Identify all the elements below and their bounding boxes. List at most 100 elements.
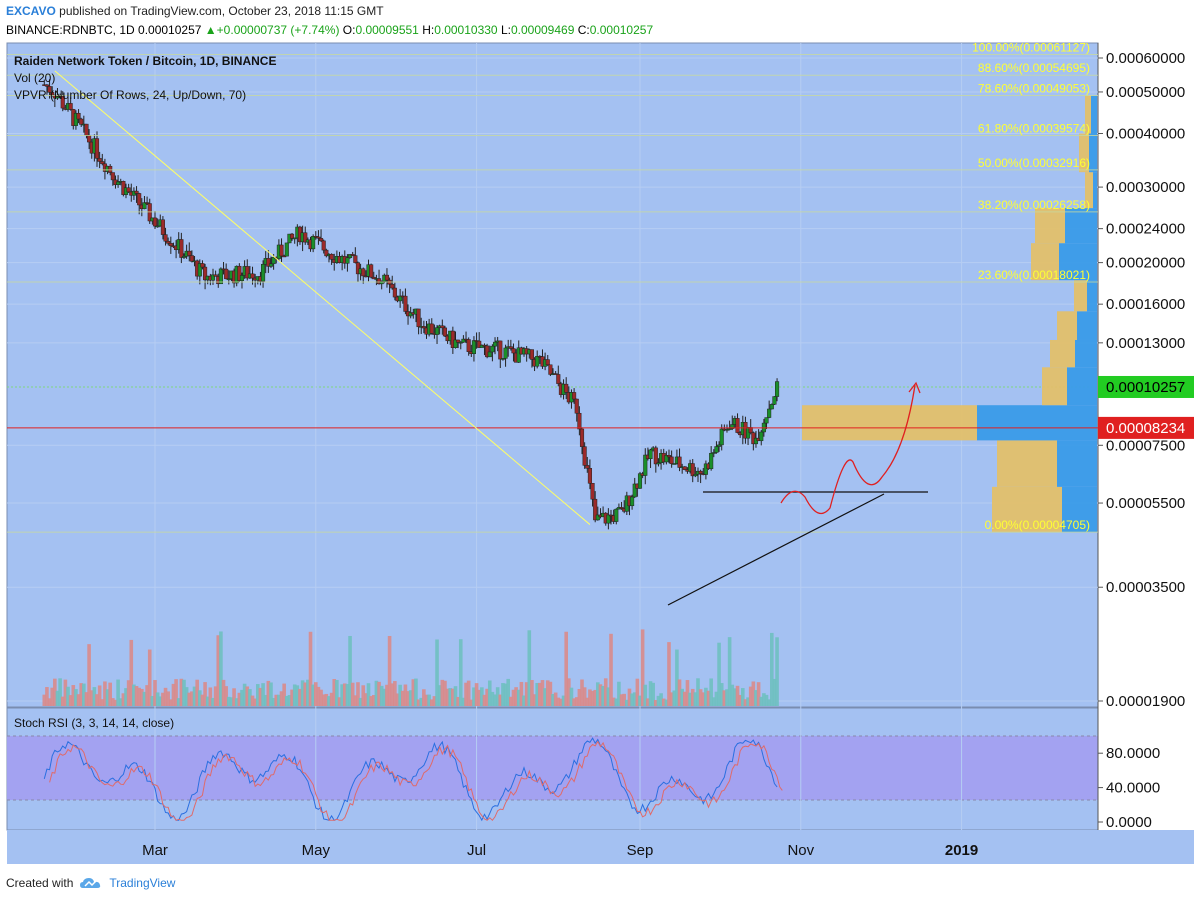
- volume-bar: [646, 698, 650, 706]
- volume-bar: [408, 690, 413, 706]
- volume-bar: [406, 691, 410, 706]
- volume-bar: [648, 681, 653, 706]
- volume-bar: [55, 690, 60, 706]
- candle-body: [181, 256, 187, 258]
- volume-bar: [68, 695, 73, 706]
- vp-down-bar: [1093, 172, 1097, 209]
- candle-body: [142, 202, 147, 210]
- volume-bar: [480, 687, 484, 706]
- volume-bar: [47, 698, 52, 706]
- volume-bar: [561, 695, 566, 706]
- candle-body: [44, 84, 49, 87]
- candle-body: [593, 498, 598, 521]
- tradingview-link[interactable]: TradingView: [109, 876, 176, 890]
- vp-up-bar: [1085, 95, 1091, 134]
- volume-bar: [519, 681, 524, 706]
- volume-bar: [377, 681, 381, 706]
- volume-bar: [174, 679, 178, 706]
- volume-bar: [295, 685, 300, 706]
- candles: [42, 79, 780, 530]
- candle-body: [434, 327, 440, 335]
- volume-bar: [58, 678, 62, 706]
- volume-bar: [714, 691, 719, 706]
- volume-bar: [132, 684, 136, 706]
- volume-bar: [709, 678, 713, 706]
- candle-body: [614, 508, 619, 522]
- stoch-band: [7, 736, 1098, 800]
- candle-body: [350, 254, 355, 256]
- volume-bar: [342, 683, 347, 706]
- candle-body: [648, 449, 653, 459]
- tradingview-cloud-icon: [80, 878, 101, 888]
- volume-bar: [82, 683, 86, 706]
- volume-bar: [627, 688, 632, 706]
- volume-bar: [390, 683, 395, 706]
- volume-bar: [300, 680, 305, 706]
- volume-bar: [137, 687, 141, 706]
- candle-body: [266, 258, 271, 267]
- candle-body: [168, 243, 173, 247]
- volume-bar: [754, 690, 758, 706]
- fib-label: 61.80%(0.00039574): [978, 122, 1090, 136]
- price-chart[interactable]: 100.00%(0.00061127) 88.60%(0.00054695) 78.…: [0, 0, 1201, 870]
- volume-bar: [140, 688, 144, 706]
- y-tick-label: 0.00060000: [1106, 50, 1185, 67]
- volume-bar: [685, 680, 690, 706]
- vp-down-bar: [977, 405, 1097, 441]
- candle-body: [564, 383, 569, 393]
- volume-bar: [524, 682, 529, 706]
- volume-bar: [379, 685, 384, 706]
- candle-body: [606, 514, 611, 524]
- candle-body: [355, 262, 361, 275]
- stoch-tick-label: 80.0000: [1106, 745, 1160, 762]
- volume-bar: [435, 639, 439, 706]
- volume-bar: [187, 692, 192, 706]
- volume-bar: [414, 678, 418, 706]
- vp-up-bar: [1079, 133, 1089, 173]
- volume-bar: [661, 698, 666, 706]
- volume-bar: [60, 696, 65, 706]
- volume-bar: [308, 631, 313, 706]
- volume-bar: [701, 692, 706, 706]
- volume-bar: [456, 696, 460, 706]
- candle-body: [516, 347, 521, 363]
- volume-bar: [345, 684, 350, 706]
- volume-bar: [329, 692, 334, 706]
- candle-body: [187, 250, 192, 256]
- volume-bar: [522, 695, 526, 706]
- publish-info: EXCAVO published on TradingView.com, Oct…: [6, 4, 384, 18]
- candle-body: [369, 264, 374, 278]
- volume-bars: [42, 629, 779, 706]
- candle-body: [311, 236, 316, 250]
- candle-body: [292, 237, 297, 240]
- volume-bar: [630, 693, 634, 706]
- volume-bar: [696, 678, 700, 706]
- author-name[interactable]: EXCAVO: [6, 4, 56, 18]
- volume-bar: [393, 681, 397, 706]
- volume-bar: [493, 694, 497, 706]
- stoch-label: Stoch RSI (3, 3, 14, 14, close): [14, 716, 174, 730]
- stoch-tick-label: 0.0000: [1106, 814, 1152, 831]
- candle-body: [535, 355, 540, 367]
- volume-bar: [654, 699, 658, 706]
- candle-body: [511, 348, 516, 354]
- volume-bar: [395, 693, 400, 706]
- candle-body: [237, 265, 242, 281]
- y-tick-label: 0.00005500: [1106, 495, 1185, 512]
- volume-bar: [477, 689, 482, 706]
- volume-bar: [97, 685, 102, 706]
- candle-body: [324, 249, 329, 257]
- volume-bar: [743, 699, 748, 706]
- volume-bar: [303, 682, 308, 706]
- volume-bar: [419, 697, 424, 706]
- volume-bar: [50, 687, 55, 706]
- volume-bar: [490, 691, 495, 706]
- fib-label: 78.60%(0.00049053): [978, 82, 1090, 96]
- volume-bar: [229, 697, 234, 706]
- candle-body: [79, 118, 84, 125]
- candle-body: [503, 347, 508, 359]
- candle-body: [672, 463, 677, 465]
- candle-body: [303, 232, 308, 243]
- volume-bar: [361, 685, 366, 706]
- volume-bar: [169, 699, 173, 706]
